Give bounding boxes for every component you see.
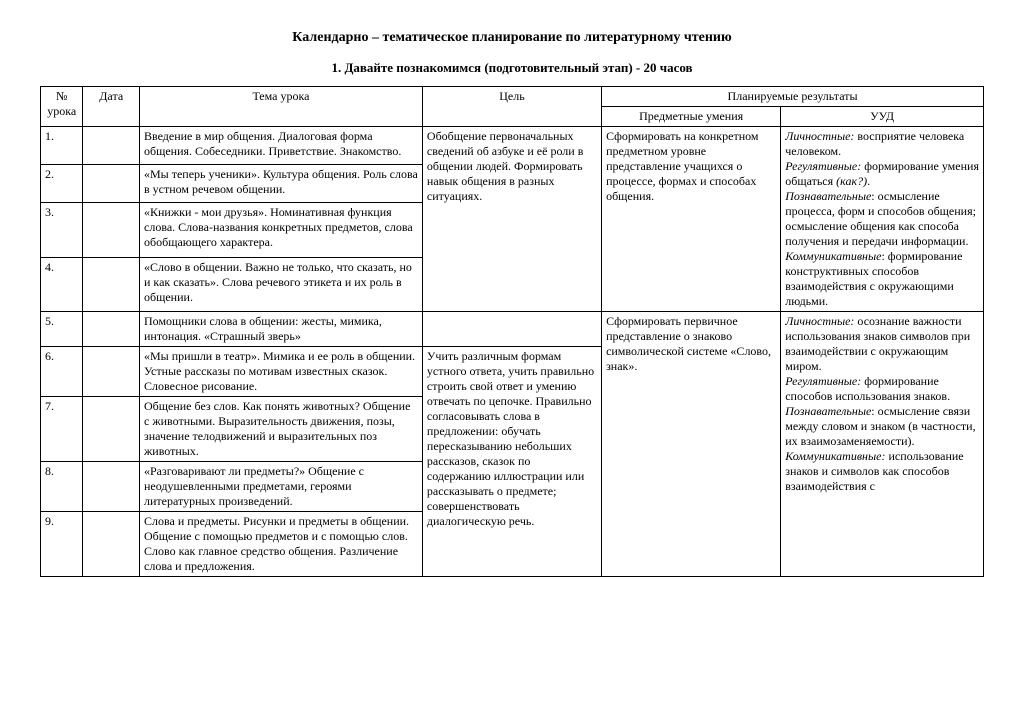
header-date: Дата xyxy=(83,87,140,127)
cell-pred: Сформировать первичное представление о з… xyxy=(602,312,781,577)
cell-uud: Личностные: осознание важности использов… xyxy=(781,312,984,577)
cell-date xyxy=(83,203,140,257)
cell-num: 2. xyxy=(41,165,83,203)
header-goal: Цель xyxy=(422,87,601,127)
cell-goal: Учить различным формам устного ответа, у… xyxy=(422,347,601,577)
uud-lich-label: Личностные: xyxy=(785,129,854,143)
cell-date xyxy=(83,257,140,311)
uud-lich-label: Личностные: xyxy=(785,314,854,328)
lesson-plan-table: № урока Дата Тема урока Цель Планируемые… xyxy=(40,86,984,577)
cell-topic: Общение без слов. Как понять животных? О… xyxy=(140,397,423,462)
uud-reg-label: Регулятивные: xyxy=(785,159,861,173)
header-uud: УУД xyxy=(781,107,984,127)
cell-num: 5. xyxy=(41,312,83,347)
uud-komm-label: Коммуникативные xyxy=(785,249,881,263)
cell-num: 1. xyxy=(41,127,83,165)
cell-uud: Личностные: восприятие человека человеко… xyxy=(781,127,984,312)
cell-goal xyxy=(422,312,601,347)
cell-topic: «Слово в общении. Важно не только, что с… xyxy=(140,257,423,311)
cell-num: 7. xyxy=(41,397,83,462)
cell-date xyxy=(83,512,140,577)
header-pred: Предметные умения xyxy=(602,107,781,127)
uud-pozn-label: Познавательные xyxy=(785,189,871,203)
cell-date xyxy=(83,165,140,203)
cell-topic: Введение в мир общения. Диалоговая форма… xyxy=(140,127,423,165)
table-row: 5. Помощники слова в общении: жесты, мим… xyxy=(41,312,984,347)
cell-date xyxy=(83,127,140,165)
cell-topic: «Мы теперь ученики». Культура общения. Р… xyxy=(140,165,423,203)
cell-date xyxy=(83,312,140,347)
cell-num: 9. xyxy=(41,512,83,577)
cell-topic: Слова и предметы. Рисунки и предметы в о… xyxy=(140,512,423,577)
cell-topic: «Мы пришли в театр». Мимика и ее роль в … xyxy=(140,347,423,397)
cell-date xyxy=(83,347,140,397)
header-num: № урока xyxy=(41,87,83,127)
uud-reg-text2: (как?) xyxy=(836,174,867,188)
cell-topic: «Разговаривают ли предметы?» Общение с н… xyxy=(140,462,423,512)
cell-goal: Обобщение первоначальных сведений об азб… xyxy=(422,127,601,312)
cell-num: 4. xyxy=(41,257,83,311)
cell-num: 6. xyxy=(41,347,83,397)
section-subtitle: 1. Давайте познакомимся (подготовительны… xyxy=(40,60,984,76)
cell-topic: «Книжки - мои друзья». Номинативная функ… xyxy=(140,203,423,257)
cell-date xyxy=(83,397,140,462)
header-results: Планируемые результаты xyxy=(602,87,984,107)
cell-num: 8. xyxy=(41,462,83,512)
page-title: Календарно – тематическое планирование п… xyxy=(40,30,984,46)
cell-topic: Помощники слова в общении: жесты, мимика… xyxy=(140,312,423,347)
table-header-row-1: № урока Дата Тема урока Цель Планируемые… xyxy=(41,87,984,107)
cell-date xyxy=(83,462,140,512)
table-row: 1. Введение в мир общения. Диалоговая фо… xyxy=(41,127,984,165)
uud-reg-label: Регулятивные: xyxy=(785,374,861,388)
cell-num: 3. xyxy=(41,203,83,257)
uud-komm-label: Коммуникативные: xyxy=(785,449,885,463)
cell-pred: Сформировать на конкретном предметном ур… xyxy=(602,127,781,312)
uud-pozn-label: Познавательные xyxy=(785,404,871,418)
header-topic: Тема урока xyxy=(140,87,423,127)
